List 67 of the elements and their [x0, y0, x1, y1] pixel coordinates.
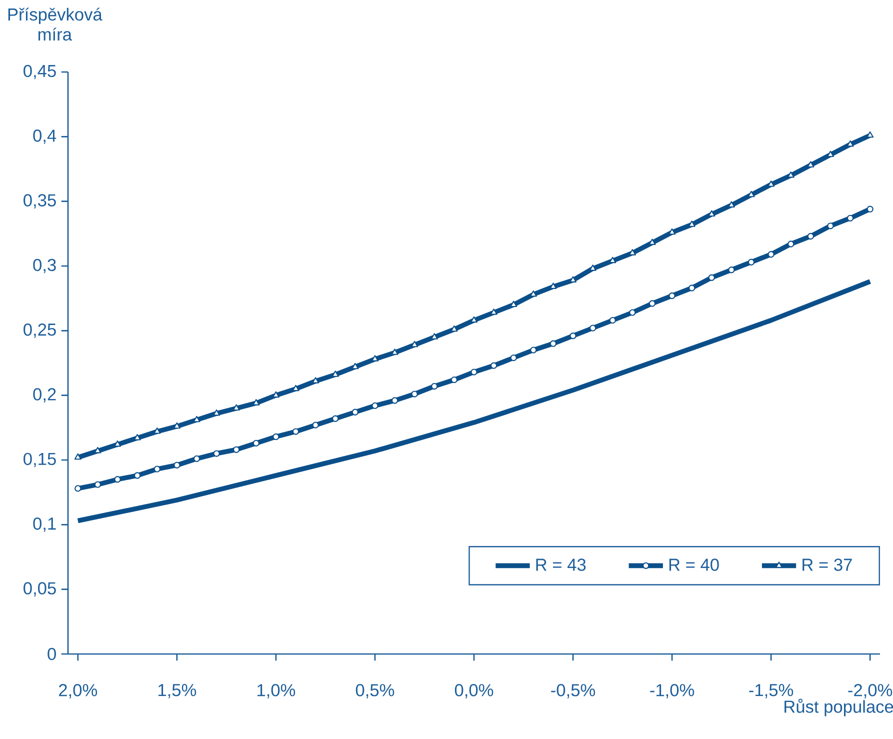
- point: [788, 240, 794, 248]
- point: [748, 258, 755, 266]
- point: [154, 466, 160, 472]
- point: [550, 340, 557, 347]
- line-series: [76, 279, 872, 524]
- point: [807, 232, 814, 240]
- point: [530, 346, 537, 354]
- point: [866, 206, 874, 212]
- point: [372, 402, 378, 410]
- point: [728, 266, 735, 274]
- y-axis-title: Příspěvková míra: [8, 8, 102, 41]
- y-tick-label: 0,45: [24, 64, 56, 80]
- point: [312, 422, 319, 428]
- point: [708, 274, 715, 281]
- point: [114, 476, 121, 483]
- point: [629, 309, 636, 316]
- y-tick-label: 0,3: [33, 258, 56, 274]
- point: [846, 214, 854, 222]
- point: [609, 316, 616, 324]
- point: [570, 332, 576, 340]
- point: [332, 415, 339, 422]
- point: [174, 462, 180, 468]
- point: [450, 376, 458, 384]
- point: [233, 446, 240, 453]
- point: [74, 485, 82, 492]
- x-tick-label: -2,0%: [848, 684, 892, 698]
- point: [490, 362, 498, 369]
- point: [470, 368, 478, 376]
- y-tick-label: 0,15: [24, 452, 56, 468]
- y-tick-label: 0: [48, 648, 56, 660]
- point: [352, 408, 358, 416]
- legend-label: R = 43: [536, 558, 586, 571]
- x-tick-label: 1,0%: [258, 684, 296, 698]
- x-tick-label: -1,0%: [650, 684, 694, 698]
- x-tick-label: -1,5%: [749, 684, 794, 698]
- y-tick-label: 0,1: [33, 517, 56, 532]
- point: [74, 453, 82, 460]
- legend-label: R = 37: [802, 558, 852, 571]
- y-tick-label: 0,2: [33, 388, 56, 402]
- point: [648, 300, 656, 307]
- y-tick-label: 0,35: [24, 194, 56, 208]
- point: [768, 251, 774, 258]
- point: [94, 481, 102, 488]
- y-tick-label: 0,05: [24, 582, 56, 596]
- point: [589, 324, 596, 332]
- x-tick-label: 0,0%: [454, 684, 494, 698]
- point: [134, 472, 141, 479]
- point: [252, 440, 260, 447]
- x-tick-label: 0,5%: [356, 684, 394, 698]
- legend-label: R = 40: [669, 558, 719, 571]
- point: [510, 354, 517, 362]
- point: [391, 397, 398, 404]
- y-tick-label: 0,4: [33, 130, 56, 144]
- x-tick-label: -0,5%: [551, 684, 596, 698]
- x-axis-title: Růst populace: [784, 698, 893, 716]
- point: [292, 428, 300, 435]
- point: [411, 390, 418, 398]
- x-tick-label: 2,0%: [59, 684, 98, 698]
- y-tick-label: 0,25: [24, 324, 56, 338]
- point: [827, 222, 834, 230]
- point: [213, 450, 220, 457]
- point: [688, 284, 696, 292]
- point: [193, 455, 200, 462]
- x-tick-label: 1,5%: [158, 684, 196, 698]
- point: [272, 433, 280, 440]
- point: [668, 292, 676, 300]
- point: [431, 382, 438, 390]
